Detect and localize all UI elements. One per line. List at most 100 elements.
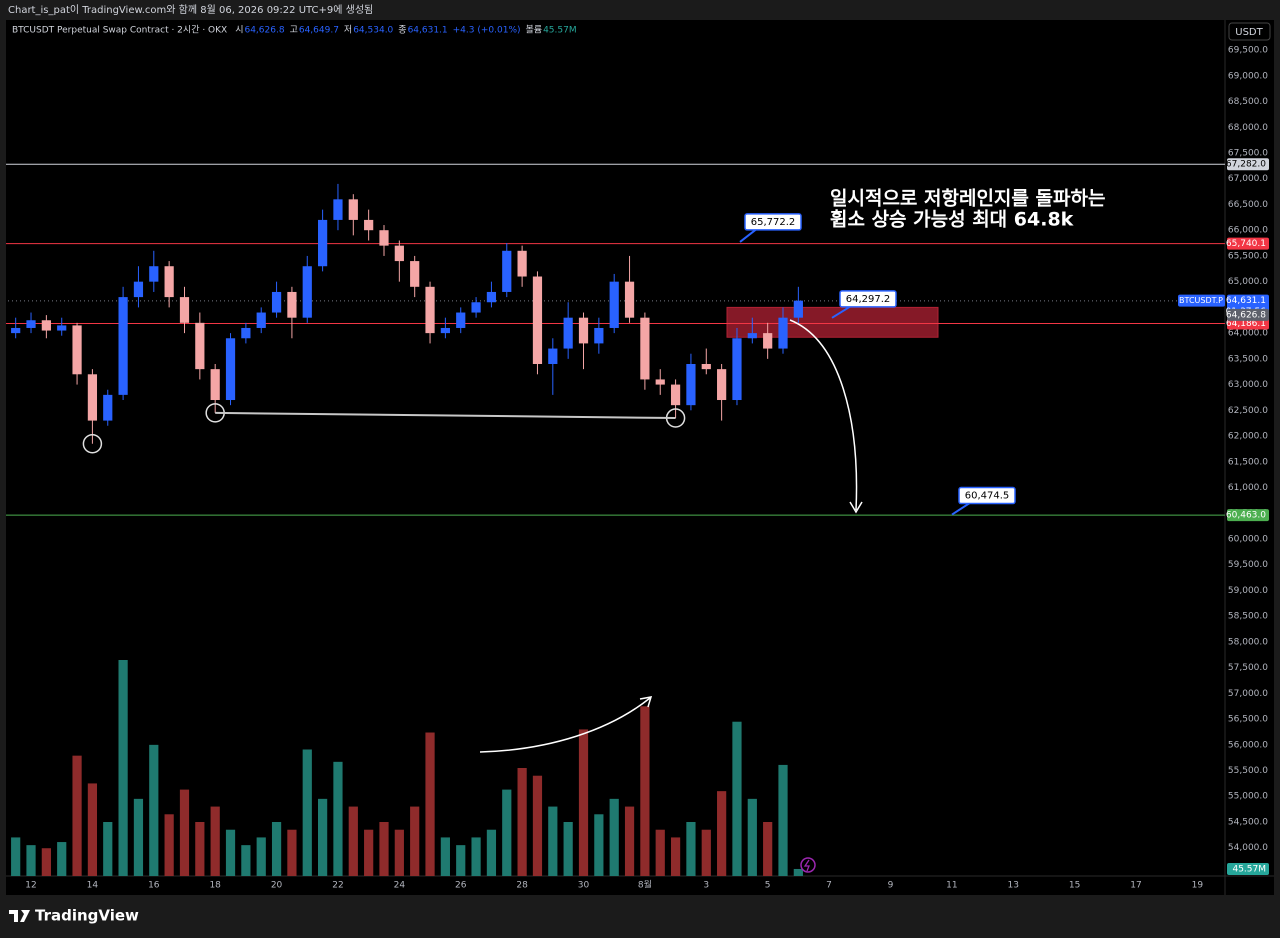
candle-body (57, 325, 67, 331)
volume-bar (57, 842, 67, 876)
volume-bar (440, 837, 450, 876)
candle-body (502, 250, 512, 292)
candle-body (103, 394, 113, 421)
candle-body (686, 363, 696, 406)
currency-button[interactable] (1228, 22, 1271, 41)
candle-body (701, 363, 711, 370)
last-price-label: 64,631.1 (1226, 296, 1266, 306)
candle-body (732, 338, 742, 401)
legend-value: 64,626.8 (244, 26, 284, 36)
candle-body (195, 322, 205, 370)
candle-body (179, 297, 190, 323)
alert-bolt (803, 859, 810, 872)
volume-bar (271, 822, 282, 876)
y-tick-label: 59,500.0 (1228, 560, 1268, 570)
volume-bar (26, 845, 36, 876)
candle-body (609, 281, 619, 328)
volume-bar (609, 798, 619, 876)
x-tick-label: 18 (209, 881, 221, 891)
x-tick-label: 9 (888, 881, 894, 891)
candle-body (532, 276, 543, 364)
volume-bar (763, 822, 773, 876)
chart-area (6, 20, 1274, 895)
volume-bar (379, 822, 389, 876)
y-tick-label: 63,000.0 (1228, 380, 1268, 390)
candle-body (149, 266, 159, 282)
y-tick-label: 54,000.0 (1228, 843, 1268, 853)
price-label: 60,463.0 (1226, 511, 1266, 521)
y-tick-label: 62,500.0 (1228, 406, 1268, 416)
volume-bar (241, 845, 251, 876)
candle-body (379, 230, 389, 246)
legend-key: 종 (398, 25, 406, 36)
legend-symbol: BTCUSDT Perpetual Swap Contract · 2시간 · … (12, 25, 227, 36)
callout-box (839, 290, 897, 308)
volume-bar (179, 789, 190, 876)
volume-bar (701, 829, 711, 876)
candle-body (425, 286, 435, 334)
price-label-box (1227, 158, 1269, 171)
alert-icon[interactable] (800, 857, 816, 873)
y-tick-label: 62,000.0 (1228, 432, 1268, 442)
candle-body (548, 348, 558, 364)
volume-label-box (1227, 863, 1269, 875)
ticker-box (1178, 294, 1225, 307)
candle-body (410, 261, 420, 287)
legend-key: 고 (290, 26, 298, 36)
y-tick-label: 64,000.0 (1228, 329, 1268, 339)
candle-body (486, 291, 497, 303)
y-tick-label: 54,500.0 (1228, 817, 1268, 827)
candle-body (87, 374, 98, 421)
candle-body (256, 312, 266, 328)
volume-bar (118, 660, 128, 876)
legend-change: +4.3 (+0.01%) (453, 26, 521, 36)
y-tick-label: 66,500.0 (1228, 200, 1268, 210)
volume-bar (594, 814, 604, 876)
candle-body (72, 325, 82, 375)
legend-value: 64,631.1 (408, 26, 448, 36)
candle-body (624, 281, 635, 318)
candle-body (440, 327, 450, 334)
volume-bar (655, 829, 665, 876)
logo-mark (20, 910, 30, 922)
pivot-marker (82, 434, 103, 454)
volume-bar (624, 806, 635, 876)
annotation: 일시적으로 저항레인지를 돌파하는 (830, 188, 1105, 210)
volume-bar (456, 845, 466, 876)
callout-label: 65,772.2 (751, 217, 796, 228)
y-tick-label: 61,500.0 (1228, 457, 1268, 467)
y-tick-label: 65,000.0 (1228, 277, 1268, 287)
volume-bar (747, 798, 757, 876)
price-label: 67,282.0 (1226, 160, 1266, 170)
candle-body (287, 291, 297, 318)
price-label: 65,740.1 (1226, 239, 1266, 249)
candle-body (563, 317, 573, 349)
y-tick-label: 57,000.0 (1228, 689, 1268, 699)
price-label-box (1227, 509, 1269, 522)
candle-body (271, 291, 282, 313)
y-tick-label: 63,500.0 (1228, 354, 1268, 364)
x-tick-label: 26 (455, 881, 467, 891)
volume-bar (256, 837, 266, 876)
volume-bar (425, 732, 435, 876)
x-tick-label: 15 (1069, 881, 1080, 891)
candle-body (747, 333, 757, 339)
x-tick-label: 28 (516, 881, 528, 891)
volume-bar (133, 798, 144, 876)
y-tick-label: 68,000.0 (1228, 123, 1268, 133)
currency-label[interactable]: USDT (1235, 27, 1263, 38)
candle-body (41, 320, 51, 331)
volume-bar (732, 721, 742, 876)
y-tick-label: 58,500.0 (1228, 612, 1268, 622)
candle-body (640, 317, 650, 380)
x-tick-label: 20 (271, 881, 283, 891)
candle-body (394, 245, 404, 262)
down-arrow (789, 319, 858, 511)
volume-bar (670, 837, 681, 876)
candle-body (26, 320, 36, 328)
x-tick-label: 17 (1130, 881, 1141, 891)
candle-body (241, 327, 251, 339)
volume-bar (72, 755, 82, 876)
volume-bar (532, 775, 543, 876)
